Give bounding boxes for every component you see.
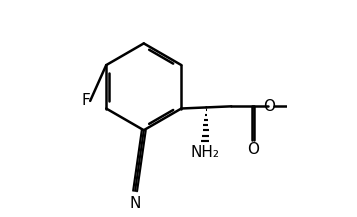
Text: F: F [82, 93, 91, 108]
Text: NH₂: NH₂ [191, 145, 220, 160]
Text: O: O [247, 142, 259, 157]
Text: N: N [130, 196, 141, 211]
Text: O: O [263, 99, 275, 114]
